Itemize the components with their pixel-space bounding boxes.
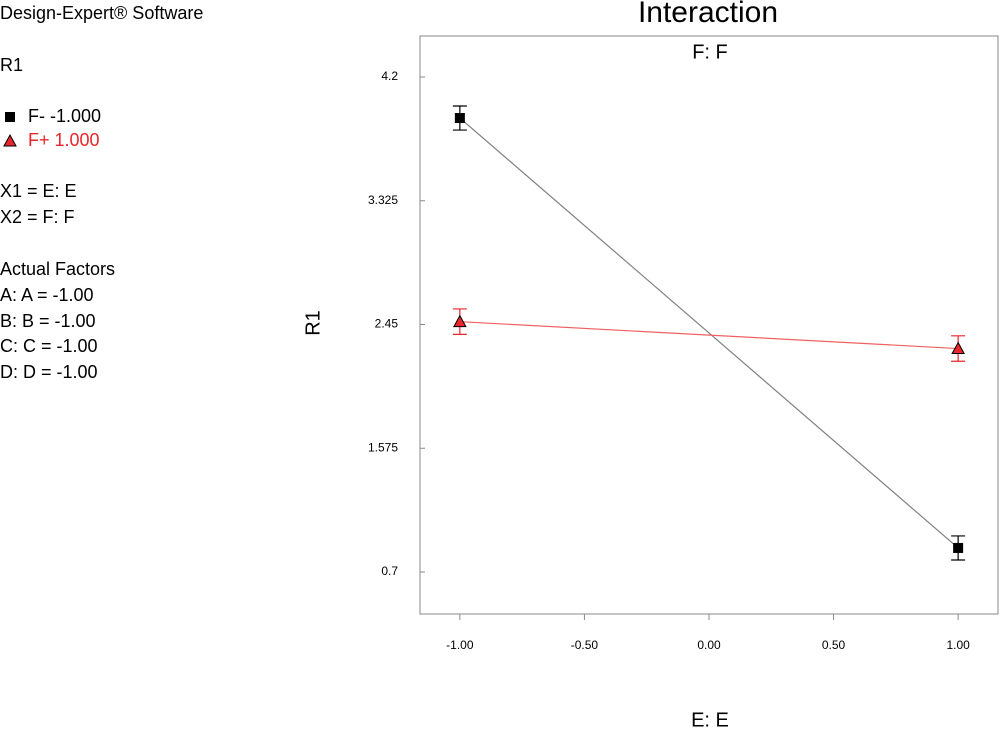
factor-info: X1 = E: E [0, 181, 77, 201]
plot-frame [419, 35, 999, 615]
actual-factor: D: D = -1.00 [0, 362, 98, 382]
y-tick-label: 1.575 [368, 440, 398, 454]
actual-factor: B: B = -1.00 [0, 311, 96, 331]
y-tick-label: 4.2 [381, 69, 398, 83]
x-axis-label: E: E [691, 709, 729, 731]
series-line [459, 117, 959, 549]
software-label: Design-Expert® Software [0, 3, 203, 23]
legend-label: F+ 1.000 [28, 130, 100, 150]
factor-info: X2 = F: F [0, 207, 75, 227]
actual-factor: C: C = -1.00 [0, 336, 98, 356]
x-tick-label: 0.00 [697, 638, 721, 652]
response-label: R1 [0, 55, 23, 75]
legend-marker [5, 112, 15, 122]
y-axis-label: R1 [302, 310, 324, 336]
x-tick-label: 0.50 [822, 638, 846, 652]
data-point [953, 542, 964, 553]
y-tick-label: 0.7 [381, 564, 398, 578]
actual-factors-title: Actual Factors [0, 259, 115, 279]
series-line [459, 321, 959, 350]
y-tick-label: 3.325 [368, 193, 398, 207]
y-tick-label: 2.45 [375, 317, 399, 331]
chart-subtitle: F: F [692, 41, 728, 63]
x-tick-label: -0.50 [571, 638, 599, 652]
x-tick-label: 1.00 [946, 638, 970, 652]
x-tick-label: -1.00 [446, 638, 474, 652]
data-point [951, 341, 965, 355]
data-point [454, 113, 465, 124]
legend-label: F- -1.000 [28, 106, 101, 126]
actual-factor: A: A = -1.00 [0, 285, 94, 305]
data-point [453, 314, 467, 328]
legend-marker [3, 133, 17, 147]
chart-title: Interaction [638, 0, 778, 29]
